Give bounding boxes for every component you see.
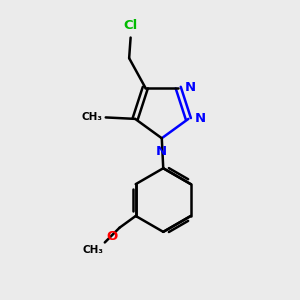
Text: O: O bbox=[107, 230, 118, 243]
Text: CH₃: CH₃ bbox=[82, 245, 103, 255]
Text: N: N bbox=[156, 145, 167, 158]
Text: N: N bbox=[185, 81, 196, 94]
Text: Cl: Cl bbox=[124, 19, 138, 32]
Text: CH₃: CH₃ bbox=[81, 112, 102, 122]
Text: N: N bbox=[195, 112, 206, 125]
